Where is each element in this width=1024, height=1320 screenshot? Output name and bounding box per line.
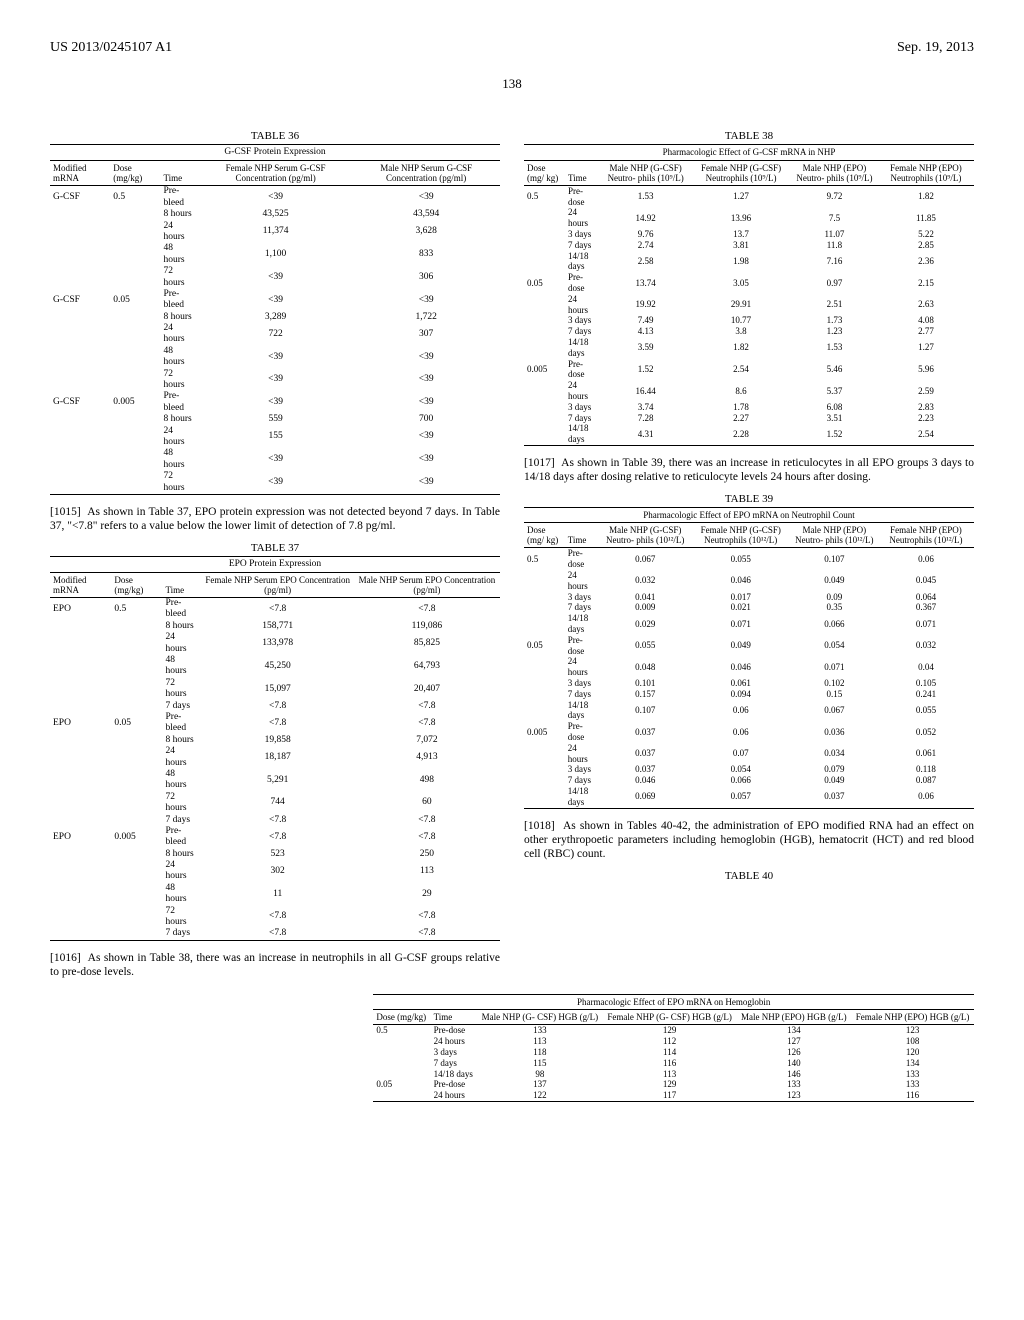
right-column: TABLE 38 Pharmacologic Effect of G-CSF m… [524, 122, 974, 988]
table36-caption: TABLE 36 [50, 130, 500, 142]
table38: Pharmacologic Effect of G-CSF mRNA in NH… [524, 144, 974, 446]
patent-number: US 2013/0245107 A1 [50, 40, 172, 56]
left-column: TABLE 36 G-CSF Protein ExpressionModifie… [50, 122, 500, 988]
para-num: [1016] [50, 952, 81, 964]
table38-caption: TABLE 38 [524, 130, 974, 142]
paragraph-1018: [1018] As shown in Tables 40-42, the adm… [524, 819, 974, 862]
page-number: 138 [50, 76, 974, 92]
page-header: US 2013/0245107 A1 Sep. 19, 2013 [50, 40, 974, 56]
paragraph-1015: [1015] As shown in Table 37, EPO protein… [50, 505, 500, 534]
para-text: As shown in Tables 40-42, the administra… [524, 820, 974, 861]
para-text: As shown in Table 37, EPO protein expres… [50, 506, 500, 532]
table39-caption: TABLE 39 [524, 493, 974, 505]
para-text: As shown in Table 39, there was an incre… [524, 457, 974, 483]
para-num: [1015] [50, 506, 81, 518]
table39: Pharmacologic Effect of EPO mRNA on Neut… [524, 507, 974, 809]
table37-caption: TABLE 37 [50, 542, 500, 554]
table37: EPO Protein ExpressionModified mRNADose … [50, 556, 500, 941]
table40-caption: TABLE 40 [524, 870, 974, 882]
table40-wrap: Pharmacologic Effect of EPO mRNA on Hemo… [373, 994, 974, 1102]
table40: Pharmacologic Effect of EPO mRNA on Hemo… [373, 994, 974, 1102]
paragraph-1017: [1017] As shown in Table 39, there was a… [524, 456, 974, 485]
para-num: [1018] [524, 820, 555, 832]
table36: G-CSF Protein ExpressionModified mRNADos… [50, 144, 500, 495]
para-text: As shown in Table 38, there was an incre… [50, 952, 500, 978]
para-num: [1017] [524, 457, 555, 469]
patent-date: Sep. 19, 2013 [897, 40, 974, 56]
paragraph-1016: [1016] As shown in Table 38, there was a… [50, 951, 500, 980]
